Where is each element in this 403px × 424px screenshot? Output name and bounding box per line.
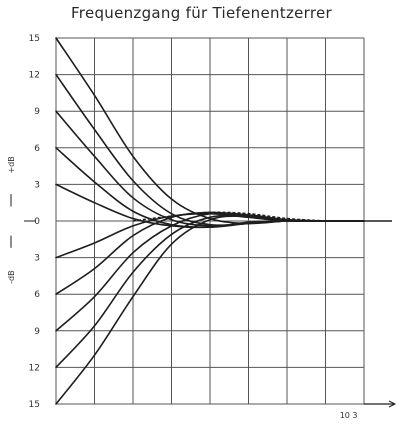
y-tick-label: 6 [34,290,40,300]
dashed-reference-curve [132,211,326,222]
y-tick-label: 15 [29,400,40,410]
curves [55,37,365,405]
y-tick-label: 3 [34,180,40,190]
axis-labels: 15 12 9 6 3 0 3 6 9 12 15 +dB -dB 10 3 [7,34,358,420]
y-tick-label: 9 [34,107,40,117]
grid [24,37,397,408]
y-tick-label: 3 [34,254,40,264]
y-tick-label: 6 [34,144,40,154]
y-tick-label: 9 [34,327,40,337]
y-tick-label: 12 [29,71,40,81]
y-tick-label: 12 [29,363,40,373]
y-unit-minus: -dB [7,270,16,283]
x-axis-arrow [388,400,397,408]
x-tick-label: 10 3 [340,411,358,420]
y-unit-plus: +dB [7,156,16,173]
y-tick-label: 15 [29,34,40,44]
chart-title: Frequenzgang für Tiefenentzerrer [70,4,333,22]
y-tick-label: 0 [34,217,40,227]
